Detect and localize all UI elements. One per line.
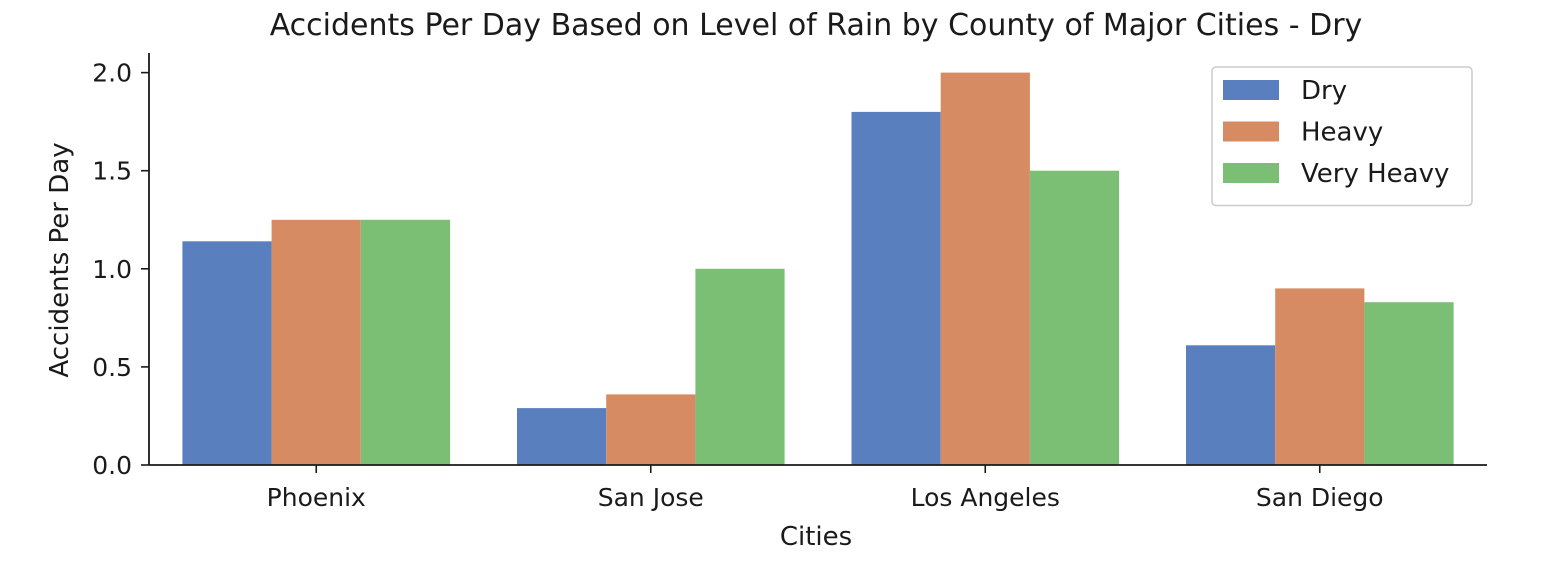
x-tick-label: San Jose xyxy=(598,483,704,512)
x-tick-label: Phoenix xyxy=(267,483,366,512)
y-tick-label: 2.0 xyxy=(92,59,132,88)
legend-label: Dry xyxy=(1301,76,1347,106)
bar-dry-san-diego xyxy=(1186,345,1276,465)
bar-very-heavy-san-diego xyxy=(1364,302,1454,465)
legend-swatch-dry xyxy=(1223,80,1279,100)
x-tick-label: San Diego xyxy=(1256,483,1384,512)
y-tick-label: 1.5 xyxy=(92,157,132,186)
x-tick-label: Los Angeles xyxy=(911,483,1060,512)
legend-swatch-very-heavy xyxy=(1223,163,1279,183)
axes-group: Phoenix San Jose Los Angeles San Diego 0.0 0.… xyxy=(92,53,1487,512)
bar-heavy-los-angeles xyxy=(940,72,1030,465)
legend: Dry Heavy Very Heavy xyxy=(1211,66,1473,207)
bars-group xyxy=(182,72,1454,466)
bar-dry-los-angeles xyxy=(851,111,941,466)
chart-title: Accidents Per Day Based on Level of Rain… xyxy=(270,8,1363,43)
legend-label: Heavy xyxy=(1301,118,1383,148)
legend-label: Very Heavy xyxy=(1301,159,1449,189)
y-tick-label: 0.0 xyxy=(92,451,132,480)
x-axis-label: Cities xyxy=(780,522,852,552)
bar-very-heavy-los-angeles xyxy=(1029,170,1120,465)
bar-very-heavy-phoenix xyxy=(360,219,451,465)
y-tick-label: 1.0 xyxy=(92,255,132,284)
bar-heavy-san-diego xyxy=(1275,288,1365,465)
bar-heavy-phoenix xyxy=(271,219,361,465)
bar-heavy-san-jose xyxy=(606,394,696,465)
bar-dry-san-jose xyxy=(517,408,607,465)
y-tick-label: 0.5 xyxy=(92,353,132,382)
y-axis-label: Accidents Per Day xyxy=(45,142,75,377)
legend-swatch-heavy xyxy=(1223,121,1279,142)
bar-very-heavy-san-jose xyxy=(695,268,785,465)
bar-dry-phoenix xyxy=(182,241,272,465)
